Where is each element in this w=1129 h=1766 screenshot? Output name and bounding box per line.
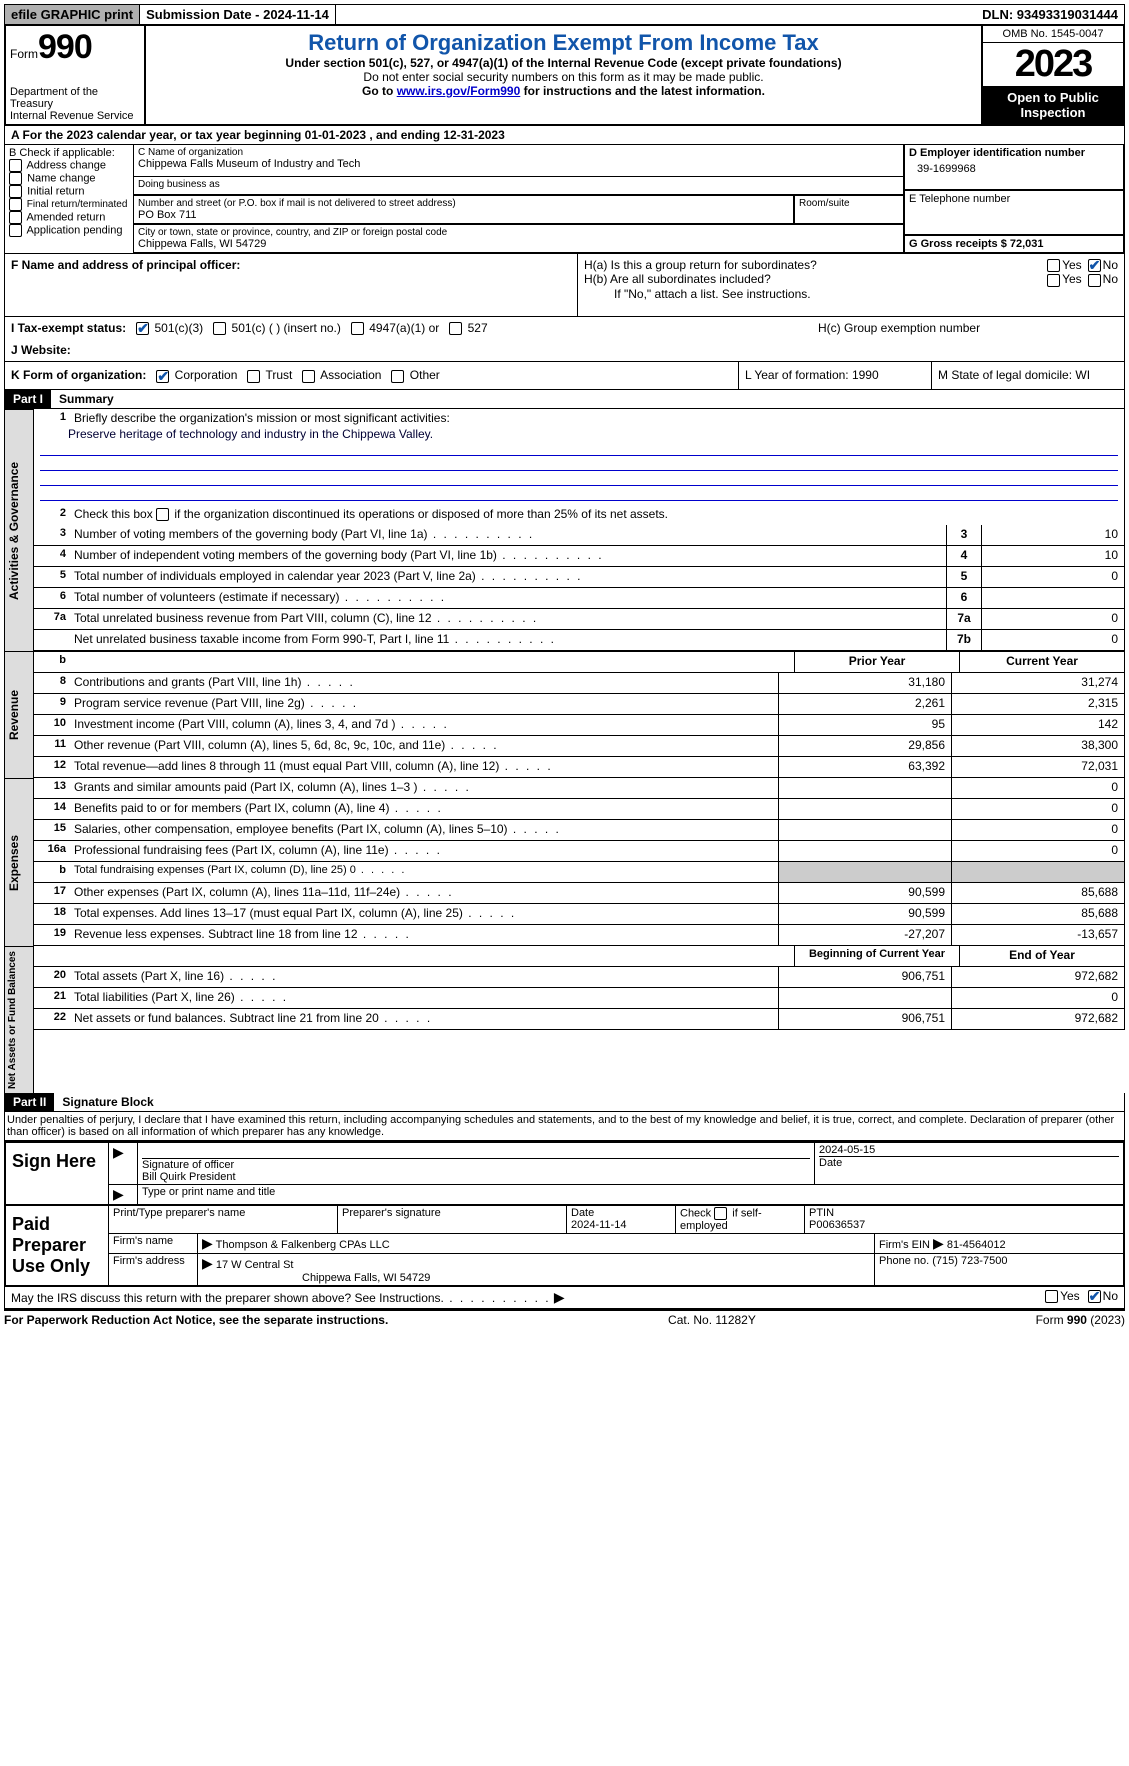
governance-section: Activities & Governance 1Briefly describ… xyxy=(4,409,1125,651)
sign-date: 2024-05-15 xyxy=(819,1144,1119,1157)
discuss-yes[interactable]: Yes xyxy=(1045,1289,1080,1306)
row-a-tax-year: A For the 2023 calendar year, or tax yea… xyxy=(4,126,1125,145)
subtitle-1: Under section 501(c), 527, or 4947(a)(1)… xyxy=(150,56,977,70)
discuss-no[interactable]: No xyxy=(1088,1289,1118,1306)
omb-number: OMB No. 1545-0047 xyxy=(983,26,1123,43)
officer-name: Bill Quirk President xyxy=(142,1171,810,1183)
chk-other[interactable]: Other xyxy=(391,368,439,382)
tax-year: 2023 xyxy=(983,43,1123,86)
subtitle-2: Do not enter social security numbers on … xyxy=(150,70,977,84)
h-a: H(a) Is this a group return for subordin… xyxy=(584,258,1047,272)
box-b-label: B Check if applicable: xyxy=(9,147,129,159)
box-g-label: G Gross receipts $ 72,031 xyxy=(909,238,1119,250)
form-title: Return of Organization Exempt From Incom… xyxy=(150,30,977,56)
net-assets-section: Net Assets or Fund Balances Beginning of… xyxy=(4,946,1125,1093)
top-bar: efile GRAPHIC print Submission Date - 20… xyxy=(4,4,1125,25)
box-l: L Year of formation: 1990 xyxy=(739,362,932,388)
chk-name[interactable]: Name change xyxy=(9,172,129,185)
irs-link[interactable]: www.irs.gov/Form990 xyxy=(397,84,521,98)
ptin: P00636537 xyxy=(809,1219,865,1231)
chk-pending[interactable]: Application pending xyxy=(9,224,129,237)
chk-assoc[interactable]: Association xyxy=(302,368,381,382)
firm-addr2: Chippewa Falls, WI 54729 xyxy=(202,1272,430,1284)
firm-name: Thompson & Falkenberg CPAs LLC xyxy=(216,1239,390,1251)
org-city: Chippewa Falls, WI 54729 xyxy=(138,238,899,250)
dba-label: Doing business as xyxy=(134,176,903,192)
box-e-label: E Telephone number xyxy=(909,193,1119,205)
form-number: Form 990 xyxy=(10,28,140,67)
part-1-header: Part I Summary xyxy=(4,390,1125,409)
row-i: I Tax-exempt status: 501(c)(3) 501(c) ( … xyxy=(4,317,1125,339)
expenses-section: Expenses 13Grants and similar amounts pa… xyxy=(4,778,1125,946)
chk-discontinued[interactable] xyxy=(156,508,169,521)
part-2-header: Part II Signature Block xyxy=(4,1093,1125,1112)
row-j: J Website: xyxy=(4,339,1125,362)
chk-address[interactable]: Address change xyxy=(9,159,129,172)
chk-final[interactable]: Final return/terminated xyxy=(9,198,129,211)
dln: DLN: 93493319031444 xyxy=(976,5,1124,24)
h-b-no[interactable]: No xyxy=(1088,272,1118,286)
discuss-row: May the IRS discuss this return with the… xyxy=(4,1287,1125,1309)
h-b-yes[interactable]: Yes xyxy=(1047,272,1082,286)
gov-val-3: 10 xyxy=(981,525,1124,545)
gov-val-6 xyxy=(981,588,1124,608)
chk-501c3[interactable]: 501(c)(3) xyxy=(136,321,203,335)
h-b: H(b) Are all subordinates included? xyxy=(584,272,1047,286)
dept-treasury: Department of the Treasury xyxy=(10,86,140,110)
ein: 39-1699968 xyxy=(909,159,1119,179)
room-label: Room/suite xyxy=(799,198,899,209)
chk-amended[interactable]: Amended return xyxy=(9,211,129,224)
section-b-to-g: B Check if applicable: Address change Na… xyxy=(4,145,1125,254)
row-k: K Form of organization: Corporation Trus… xyxy=(4,362,1125,389)
mission-text: Preserve heritage of technology and indu… xyxy=(34,427,1124,441)
org-name: Chippewa Falls Museum of Industry and Te… xyxy=(138,158,899,170)
box-f-label: F Name and address of principal officer: xyxy=(11,258,571,272)
box-d-label: D Employer identification number xyxy=(909,147,1119,159)
city-label: City or town, state or province, country… xyxy=(138,227,899,238)
h-c: H(c) Group exemption number xyxy=(818,321,1118,335)
efile-label[interactable]: efile GRAPHIC print xyxy=(5,5,140,24)
public-inspection: Open to Public Inspection xyxy=(983,86,1123,124)
chk-corp[interactable]: Corporation xyxy=(156,368,237,382)
chk-initial[interactable]: Initial return xyxy=(9,185,129,198)
chk-501c[interactable]: 501(c) ( ) (insert no.) xyxy=(213,321,341,335)
form-header: Form 990 Department of the Treasury Inte… xyxy=(4,25,1125,126)
gov-val-4: 10 xyxy=(981,546,1124,566)
chk-4947[interactable]: 4947(a)(1) or xyxy=(351,321,439,335)
chk-trust[interactable]: Trust xyxy=(247,368,292,382)
h-note: If "No," attach a list. See instructions… xyxy=(584,287,1118,301)
gov-val-7b: 0 xyxy=(981,630,1124,650)
sign-here-block: Sign Here ▶ Signature of officerBill Qui… xyxy=(4,1141,1125,1206)
box-c-label: C Name of organization xyxy=(138,147,899,158)
footer: For Paperwork Reduction Act Notice, see … xyxy=(4,1309,1125,1327)
addr-label: Number and street (or P.O. box if mail i… xyxy=(138,198,789,209)
box-m: M State of legal domicile: WI xyxy=(932,362,1124,388)
submission-date: Submission Date - 2024-11-14 xyxy=(140,5,336,24)
penalty-text: Under penalties of perjury, I declare th… xyxy=(4,1112,1125,1141)
chk-527[interactable]: 527 xyxy=(449,321,487,335)
h-a-yes[interactable]: Yes xyxy=(1047,258,1082,272)
gov-val-5: 0 xyxy=(981,567,1124,587)
chk-self-employed[interactable] xyxy=(714,1207,727,1220)
org-address: PO Box 711 xyxy=(138,209,789,221)
irs-label: Internal Revenue Service xyxy=(10,110,140,122)
firm-phone: (715) 723-7500 xyxy=(932,1255,1007,1267)
revenue-section: Revenue b Prior Year Current Year 8Contr… xyxy=(4,651,1125,778)
paid-preparer-block: Paid Preparer Use Only Print/Type prepar… xyxy=(4,1206,1125,1287)
firm-ein: 81-4564012 xyxy=(947,1239,1006,1251)
firm-addr1: 17 W Central St xyxy=(216,1259,294,1271)
prep-date: 2024-11-14 xyxy=(571,1219,626,1231)
subtitle-3: Go to www.irs.gov/Form990 for instructio… xyxy=(150,84,977,98)
h-a-no[interactable]: No xyxy=(1088,258,1118,272)
gov-val-7a: 0 xyxy=(981,609,1124,629)
